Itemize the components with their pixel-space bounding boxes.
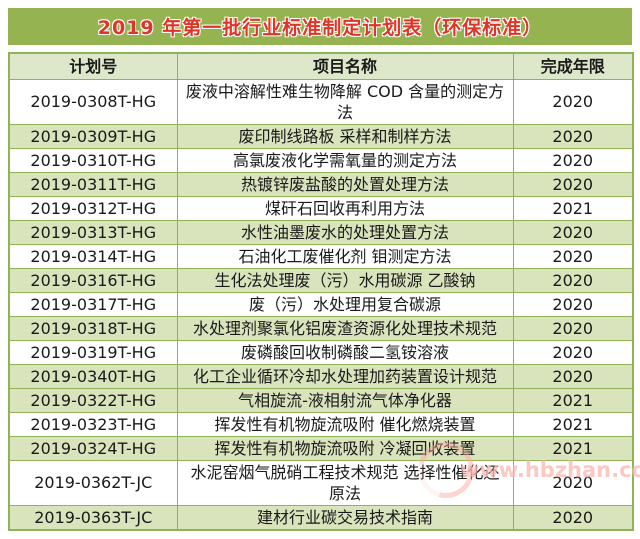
table-body: 2019-0308T-HG 废液中溶解性难生物降解 COD 含量的测定方法 2020… [8,78,634,530]
project-name-cell: 水性油墨废水的处理处置方法 [176,219,514,245]
project-name-cell: 建材行业碳交易技术指南 [176,504,514,530]
table-row: 2019-0317T-HG 废（污）水处理用复合碳源 2020 [8,291,634,317]
title-band: 2019 年第一批行业标准制定计划表（环保标准） [8,8,632,45]
completion-year-cell: 2020 [512,291,634,317]
project-name-cell: 废（污）水处理用复合碳源 [176,291,514,317]
table-row: 2019-0318T-HG 水处理剂聚氯化铝废渣资源化处理技术规范 2020 [8,315,634,341]
table-row: 2019-0362T-JC 水泥窑烟气脱硝工程技术规范 选择性催化还原法 2020 [8,459,634,506]
table-row: 2019-0319T-HG 废磷酸回收制磷酸二氢铵溶液 2020 [8,339,634,365]
table-header: 计划号 项目名称 完成年限 [8,52,634,80]
completion-year-cell: 2021 [512,435,634,461]
plan-number-cell: 2019-0324T-HG [8,435,178,461]
plan-number-cell: 2019-0316T-HG [8,267,178,293]
plan-number-cell: 2019-0362T-JC [8,459,178,506]
project-name-cell: 生化法处理废（污）水用碳源 乙酸钠 [176,267,514,293]
plan-number-cell: 2019-0340T-HG [8,363,178,389]
project-name-cell: 水泥窑烟气脱硝工程技术规范 选择性催化还原法 [176,459,514,506]
table-row: 2019-0311T-HG 热镀锌废盐酸的处置处理方法 2020 [8,171,634,197]
plan-number-cell: 2019-0319T-HG [8,339,178,365]
page-title: 2019 年第一批行业标准制定计划表（环保标准） [97,17,543,39]
completion-year-cell: 2020 [512,459,634,506]
column-header-project-name: 项目名称 [176,52,514,80]
plan-number-cell: 2019-0310T-HG [8,147,178,173]
completion-year-cell: 2020 [512,504,634,530]
project-name-cell: 挥发性有机物旋流吸附 催化燃烧装置 [176,411,514,437]
project-name-cell: 水处理剂聚氯化铝废渣资源化处理技术规范 [176,315,514,341]
project-name-cell: 煤矸石回收再利用方法 [176,195,514,221]
plan-number-cell: 2019-0313T-HG [8,219,178,245]
completion-year-cell: 2021 [512,411,634,437]
plan-number-cell: 2019-0318T-HG [8,315,178,341]
completion-year-cell: 2020 [512,123,634,149]
table-row: 2019-0310T-HG 高氯废液化学需氧量的测定方法 2020 [8,147,634,173]
project-name-cell: 废印制线路板 采样和制样方法 [176,123,514,149]
table-row: 2019-0313T-HG 水性油墨废水的处理处置方法 2020 [8,219,634,245]
plan-number-cell: 2019-0309T-HG [8,123,178,149]
completion-year-cell: 2020 [512,243,634,269]
column-header-completion-year: 完成年限 [512,52,634,80]
plan-number-cell: 2019-0317T-HG [8,291,178,317]
table-row: 2019-0312T-HG 煤矸石回收再利用方法 2021 [8,195,634,221]
completion-year-cell: 2020 [512,147,634,173]
plan-number-cell: 2019-0312T-HG [8,195,178,221]
project-name-cell: 废液中溶解性难生物降解 COD 含量的测定方法 [176,78,514,125]
completion-year-cell: 2020 [512,171,634,197]
column-header-plan-number: 计划号 [8,52,178,80]
completion-year-cell: 2020 [512,267,634,293]
table-row: 2019-0309T-HG 废印制线路板 采样和制样方法 2020 [8,123,634,149]
standards-plan-table: 计划号 项目名称 完成年限 2019-0308T-HG 废液中溶解性难生物降解 C… [8,52,634,531]
table-row: 2019-0340T-HG 化工企业循环冷却水处理加药装置设计规范 2020 [8,363,634,389]
completion-year-cell: 2020 [512,219,634,245]
project-name-cell: 高氯废液化学需氧量的测定方法 [176,147,514,173]
plan-number-cell: 2019-0311T-HG [8,171,178,197]
completion-year-cell: 2020 [512,78,634,125]
project-name-cell: 石油化工废催化剂 钼测定方法 [176,243,514,269]
completion-year-cell: 2020 [512,363,634,389]
project-name-cell: 废磷酸回收制磷酸二氢铵溶液 [176,339,514,365]
project-name-cell: 气相旋流-液相射流气体净化器 [176,387,514,413]
table-row: 2019-0316T-HG 生化法处理废（污）水用碳源 乙酸钠 2020 [8,267,634,293]
plan-number-cell: 2019-0308T-HG [8,78,178,125]
table-row: 2019-0322T-HG 气相旋流-液相射流气体净化器 2021 [8,387,634,413]
completion-year-cell: 2020 [512,339,634,365]
completion-year-cell: 2021 [512,387,634,413]
plan-number-cell: 2019-0323T-HG [8,411,178,437]
table-row: 2019-0324T-HG 挥发性有机物旋流吸附 冷凝回收装置 2021 [8,435,634,461]
completion-year-cell: 2020 [512,315,634,341]
plan-number-cell: 2019-0322T-HG [8,387,178,413]
table-row: 2019-0323T-HG 挥发性有机物旋流吸附 催化燃烧装置 2021 [8,411,634,437]
plan-number-cell: 2019-0314T-HG [8,243,178,269]
project-name-cell: 挥发性有机物旋流吸附 冷凝回收装置 [176,435,514,461]
completion-year-cell: 2021 [512,195,634,221]
project-name-cell: 热镀锌废盐酸的处置处理方法 [176,171,514,197]
table-row: 2019-0314T-HG 石油化工废催化剂 钼测定方法 2020 [8,243,634,269]
header-row: 计划号 项目名称 完成年限 [8,52,634,80]
project-name-cell: 化工企业循环冷却水处理加药装置设计规范 [176,363,514,389]
table-row: 2019-0308T-HG 废液中溶解性难生物降解 COD 含量的测定方法 2020 [8,78,634,125]
table-row: 2019-0363T-JC 建材行业碳交易技术指南 2020 [8,504,634,530]
plan-number-cell: 2019-0363T-JC [8,504,178,530]
